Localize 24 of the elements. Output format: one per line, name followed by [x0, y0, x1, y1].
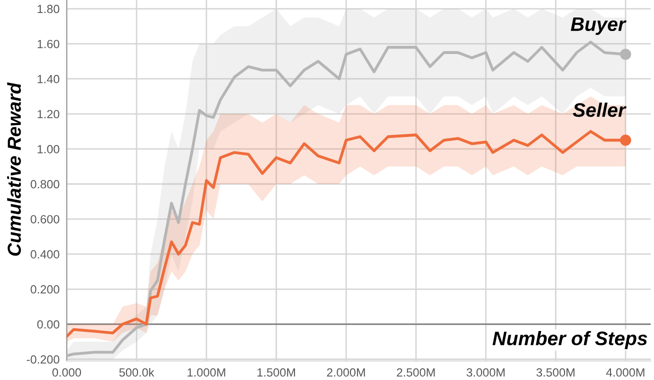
y-tick-label: 1.80 [38, 4, 60, 14]
x-axis-title: Number of Steps [492, 331, 648, 350]
y-tick-label: 1.60 [38, 40, 60, 48]
series-label: Seller [572, 102, 626, 117]
x-tick-label: 2.500M [396, 368, 435, 377]
x-tick-label: 4.000M [606, 368, 644, 377]
y-tick-label: 0.800 [30, 180, 60, 188]
y-tick-label: 1.40 [38, 74, 60, 84]
x-tick-label: 500.0k [119, 368, 154, 377]
x-tick-label: 1.500M [258, 368, 296, 377]
y-tick-label: -0.200 [26, 355, 60, 364]
y-tick-label: 0.400 [30, 250, 60, 258]
y-tick-label: 0.600 [30, 215, 60, 224]
y-tick-label: 0.200 [30, 285, 60, 294]
y-tick-label: 1.00 [38, 144, 60, 154]
x-tick-label: 2.000M [327, 368, 365, 377]
x-tick-label: 1.000M [188, 368, 226, 377]
x-tick-label: 3.500M [536, 368, 574, 377]
series-label: Buyer [570, 17, 626, 35]
x-tick-label: 0.000 [52, 368, 82, 377]
y-tick-label: 1.20 [38, 110, 60, 118]
y-tick-label: 0.00 [37, 320, 60, 329]
x-tick-label: 3.000M [466, 368, 505, 377]
y-axis-title: Cumulative Reward [7, 82, 21, 256]
